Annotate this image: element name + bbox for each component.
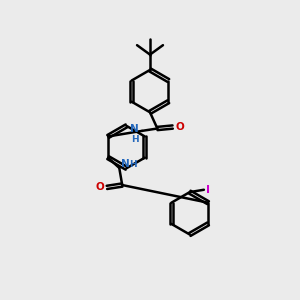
Text: N: N: [130, 124, 139, 134]
Text: O: O: [175, 122, 184, 132]
Text: O: O: [95, 182, 104, 192]
Text: H: H: [130, 160, 137, 169]
Text: H: H: [131, 135, 139, 144]
Text: N: N: [121, 159, 130, 170]
Text: I: I: [206, 185, 210, 195]
